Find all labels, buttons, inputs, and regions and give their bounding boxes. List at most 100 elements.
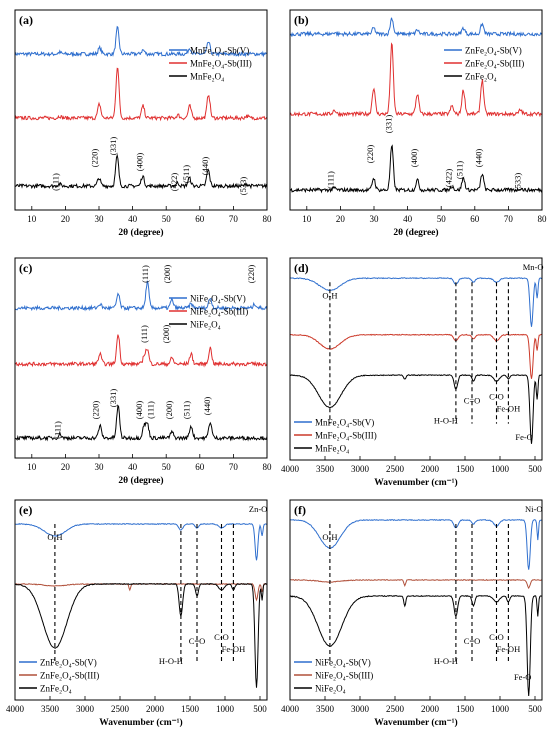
x-tick-label: 10 — [302, 214, 312, 224]
band-label: C=O — [189, 636, 206, 646]
peak-annotation: (331) — [108, 389, 118, 408]
peak-annotation: (200) — [162, 265, 172, 284]
peak-annotation: (220) — [90, 401, 100, 420]
peak-annotation: (400) — [134, 401, 144, 420]
legend-label: MnFe₂O₄-Sb(III) — [315, 431, 377, 441]
peak-annotation: (220) — [365, 145, 375, 164]
peak-annotation: (111) — [145, 401, 155, 419]
band-label: Ni-O — [525, 504, 542, 514]
legend-label: NiFe₂O₄-Sb(V) — [315, 658, 371, 668]
series-line-1 — [14, 25, 268, 58]
band-label: Mn-O — [523, 262, 544, 272]
band-label: Fe-OH — [497, 404, 521, 414]
series-line-3 — [289, 374, 543, 444]
x-tick-label: 500 — [528, 464, 542, 474]
legend: ZnFe₂O₄-Sb(V) ZnFe₂O₄-Sb(III) ZnFe₂O₄ — [19, 658, 99, 694]
peak-annotation: (200) — [161, 325, 171, 344]
peak-annotation: (422) — [169, 173, 179, 192]
x-tick-label: 70 — [504, 214, 514, 224]
panel-b: 10 20 30 40 50 60 70 80 2θ (degree) (b) ZnFe₂O₄-Sb… — [289, 9, 547, 238]
panel-c: 10 20 30 40 50 60 70 80 2θ (degree) (c) NiFe₂O₄-Sb… — [14, 257, 273, 486]
band-label: C-O — [214, 632, 229, 642]
legend-label: ZnFe₂O₄-Sb(III) — [465, 59, 524, 69]
plot-frame — [289, 499, 543, 701]
band-label: O-H — [322, 290, 337, 300]
band-label: C=O — [464, 395, 481, 405]
legend-label: MnFe₂O₄ — [315, 444, 349, 454]
x-tick-label: 3500 — [316, 704, 335, 714]
series-line-3 — [290, 594, 543, 697]
peak-annotation: (111) — [326, 171, 336, 189]
x-tick-label: 4000 — [281, 464, 300, 474]
x-tick-label: 2500 — [111, 704, 130, 714]
x-tick-label: 2000 — [421, 704, 440, 714]
x-tick-label: 60 — [470, 214, 480, 224]
series-line-2 — [14, 67, 268, 122]
x-tick-label: 500 — [253, 704, 267, 714]
x-tick-label: 2000 — [146, 704, 165, 714]
band-label: Zn-O — [249, 504, 267, 514]
legend-label: ZnFe₂O₄-Sb(V) — [40, 658, 97, 668]
series-line-2 — [289, 42, 543, 118]
x-tick-label: 50 — [437, 214, 447, 224]
x-tick-label: 70 — [229, 462, 239, 472]
x-tick-label: 80 — [263, 462, 273, 472]
x-axis-label: 2θ (degree) — [118, 227, 163, 238]
band-label: H-O-H — [434, 656, 458, 666]
peak-annotation: (200) — [164, 401, 174, 420]
panel-label: (c) — [19, 261, 32, 275]
peak-annotation: (111) — [52, 421, 62, 439]
legend-label: ZnFe₂O₄-Sb(III) — [40, 671, 99, 681]
x-tick-label: 3000 — [351, 464, 370, 474]
x-tick-label: 10 — [27, 214, 37, 224]
x-tick-label: 20 — [61, 214, 71, 224]
series-line-2 — [14, 582, 268, 602]
band-label: Fe-OH — [497, 644, 521, 654]
peak-annotation: (220) — [246, 265, 256, 284]
legend-label: MnFe₂O₄-Sb(III) — [190, 59, 252, 69]
panel-label: (d) — [294, 261, 309, 275]
x-tick-label: 60 — [195, 462, 205, 472]
band-label: Fe-O — [515, 432, 532, 442]
x-tick-label: 20 — [61, 462, 71, 472]
plot-frame — [14, 257, 268, 459]
band-label: H-O-H — [434, 416, 458, 426]
x-tick-label: 4000 — [281, 704, 300, 714]
band-label: O-H — [322, 532, 337, 542]
peak-annotation: (533) — [512, 173, 522, 192]
x-tick-label: 4000 — [6, 704, 25, 714]
peak-annotation: (440) — [200, 157, 210, 176]
legend-label: MnFe₂O₄-Sb(V) — [190, 46, 249, 56]
x-tick-label: 30 — [95, 462, 105, 472]
band-label: C-O — [489, 391, 504, 401]
band-label: C-O — [489, 632, 504, 642]
legend: NiFe₂O₄-Sb(V) NiFe₂O₄-Sb(III) NiFe₂O₄ — [294, 658, 373, 694]
band-label: Fe-OH — [222, 644, 246, 654]
x-axis-label: Wavenumber (cm⁻¹) — [374, 477, 457, 488]
series-line-1 — [14, 522, 268, 561]
legend: NiFe₂O₄-Sb(V) NiFe₂O₄-Sb(III) NiFe₂O₄ — [169, 294, 248, 330]
panel-label: (b) — [294, 13, 309, 27]
plot-frame — [14, 9, 268, 211]
legend-label: ZnFe₂O₄ — [40, 684, 72, 694]
peak-annotation: (511) — [181, 165, 191, 183]
legend-label: NiFe₂O₄-Sb(III) — [190, 307, 248, 317]
x-axis-label: Wavenumber (cm⁻¹) — [99, 717, 182, 728]
series-line-1 — [289, 17, 543, 38]
peak-annotation: (331) — [383, 115, 393, 134]
band-label: O-H — [47, 532, 62, 542]
x-tick-label: 30 — [95, 214, 105, 224]
x-tick-label: 1500 — [181, 704, 200, 714]
series-line-3 — [15, 582, 268, 688]
legend-label: NiFe₂O₄ — [190, 320, 221, 330]
x-tick-label: 1500 — [456, 464, 475, 474]
legend-label: NiFe₂O₄-Sb(V) — [190, 294, 246, 304]
legend-label: MnFe₂O₄ — [190, 72, 224, 82]
x-axis-label: Wavenumber (cm⁻¹) — [374, 717, 457, 728]
legend: MnFe₂O₄-Sb(V) MnFe₂O₄-Sb(III) MnFe₂O₄ — [169, 46, 252, 82]
x-axis-label: 2θ (degree) — [393, 227, 438, 238]
series-line-2 — [289, 333, 543, 379]
x-tick-label: 70 — [229, 214, 239, 224]
x-tick-label: 1000 — [491, 464, 510, 474]
